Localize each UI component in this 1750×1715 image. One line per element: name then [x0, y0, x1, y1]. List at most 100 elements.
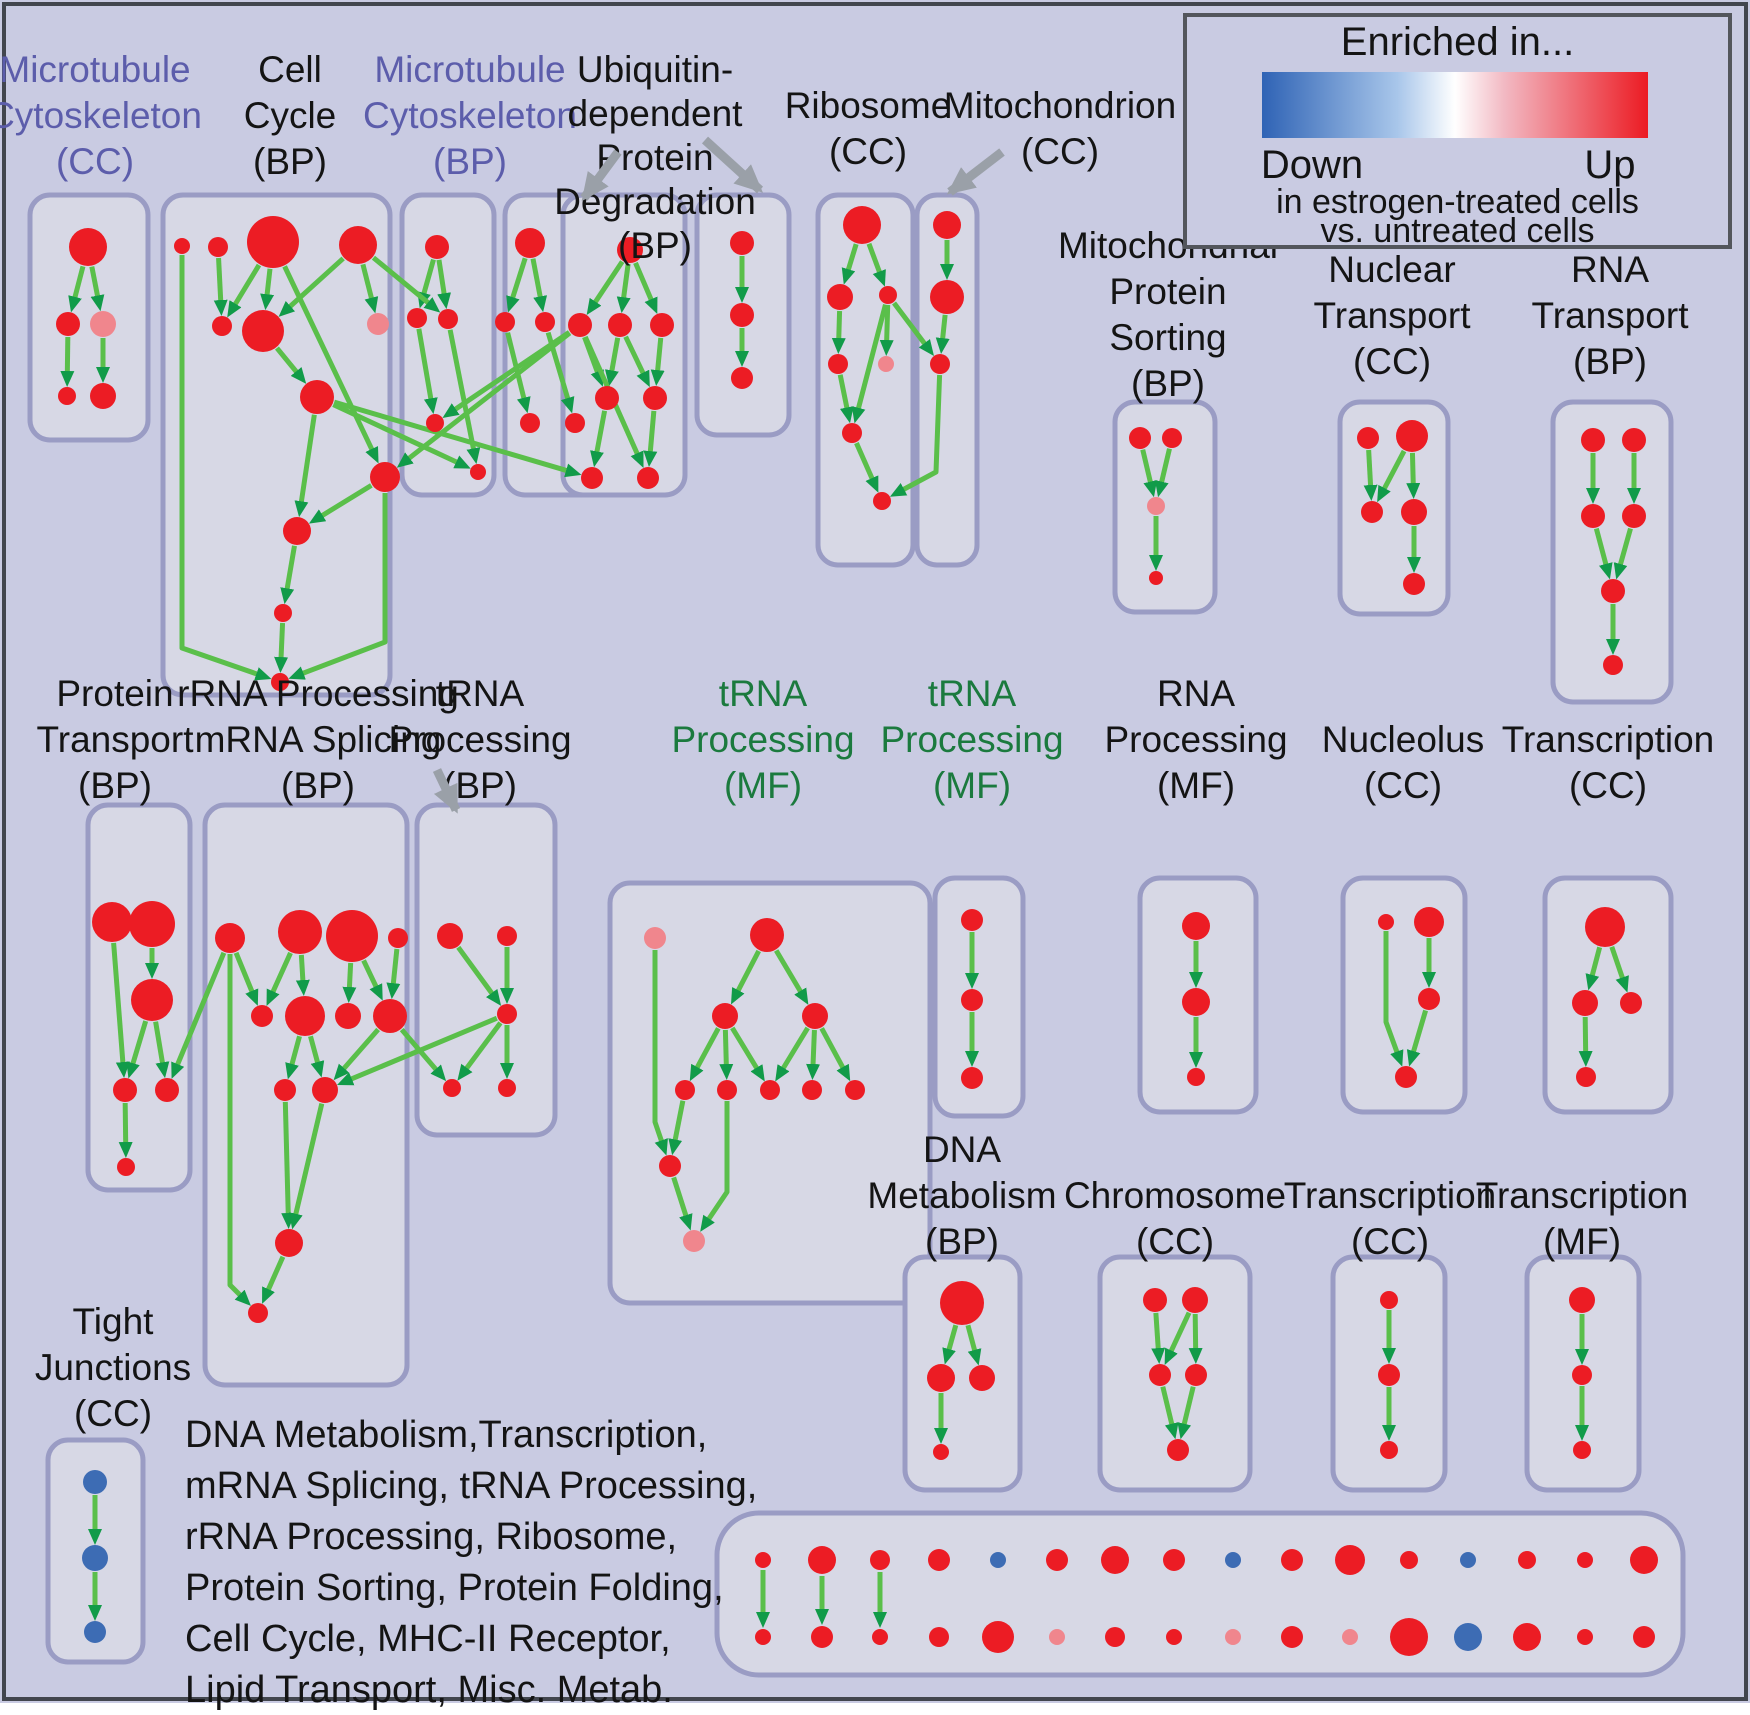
go-term-node [535, 312, 555, 332]
group-label-c1: (BP) [433, 141, 507, 182]
edge [60, 336, 75, 388]
go-term-node [808, 1546, 836, 1574]
go-term-node [1357, 427, 1379, 449]
go-term-node [515, 228, 545, 258]
group-label-dna: DNA [923, 1129, 1001, 1170]
group-label-tmf2: Processing [880, 719, 1063, 760]
edge [456, 945, 502, 1006]
edge [336, 1015, 498, 1086]
group-box-mps [1112, 399, 1218, 615]
go-term-node [1046, 1549, 1068, 1571]
go-term-node [1182, 1287, 1208, 1313]
go-term-node [581, 467, 603, 489]
go-term-node [1403, 573, 1425, 595]
go-term-node [497, 926, 517, 946]
go-term-node [425, 235, 449, 259]
go-term-node [1401, 499, 1427, 525]
group-box-mtcc [27, 192, 151, 443]
group-label-pt: Transport [37, 719, 195, 760]
edge [700, 1101, 730, 1232]
group-box-c1 [399, 192, 497, 498]
group-label-mtcc: (CC) [56, 141, 134, 182]
go-term-node [174, 238, 190, 254]
legend-title: Enriched in... [1341, 20, 1574, 64]
go-term-node [426, 414, 444, 432]
go-term-node [1414, 907, 1444, 937]
go-term-node [1182, 988, 1210, 1016]
go-term-node [873, 492, 891, 510]
go-term-node [1573, 1441, 1591, 1459]
edge [633, 261, 658, 314]
group-label-mtcc: Microtubule [0, 49, 191, 90]
go-term-node [1105, 1627, 1125, 1647]
go-term-node [497, 1004, 517, 1024]
go-term-node [274, 1079, 296, 1101]
edge [1151, 1312, 1166, 1365]
edge [1160, 1386, 1179, 1440]
edge [274, 622, 289, 674]
go-term-node [1622, 428, 1646, 452]
go-term-node [637, 467, 659, 489]
go-term-node [1167, 1439, 1189, 1461]
edge [1177, 1386, 1196, 1440]
group-label-rrna: mRNA Splicing [195, 719, 442, 760]
edge [671, 1176, 693, 1231]
group-label-tmf1: (MF) [724, 765, 802, 806]
group-label-d1: (BP) [618, 225, 692, 266]
go-term-node [568, 313, 592, 337]
group-label-rib: Ribosome [785, 85, 952, 126]
go-term-node [717, 1080, 737, 1100]
go-term-node [675, 1080, 695, 1100]
go-term-node [683, 1230, 705, 1252]
go-term-node [83, 1470, 107, 1494]
go-term-node [802, 1080, 822, 1100]
go-term-node [90, 311, 116, 337]
go-term-node [495, 312, 515, 332]
group-label-tcc3: (CC) [1351, 1221, 1429, 1262]
ubiquitin-right-pointer-arrow-icon [701, 136, 764, 194]
edge [1363, 449, 1378, 502]
go-term-node [608, 313, 632, 337]
go-term-node [843, 206, 881, 244]
go-term-node [1577, 1552, 1593, 1568]
edge [289, 1103, 325, 1230]
go-term-node [750, 918, 784, 952]
go-term-node [1601, 579, 1625, 603]
edge [616, 263, 631, 314]
edge [295, 954, 310, 997]
group-label-tmf1: tRNA [719, 673, 808, 714]
go-term-node [1400, 1551, 1418, 1569]
edge [650, 337, 665, 387]
go-term-node [730, 303, 754, 327]
go-term-node [879, 286, 897, 304]
group-box-nt [1337, 399, 1451, 617]
go-term-node [1281, 1626, 1303, 1648]
go-term-node [940, 1281, 984, 1325]
edge [590, 410, 608, 468]
edge [935, 314, 950, 355]
group-label-mps: (BP) [1131, 363, 1205, 404]
go-term-node [1101, 1546, 1129, 1574]
ubiquitin-left-pointer-arrow-icon [580, 149, 622, 202]
edge [333, 1027, 380, 1081]
category-list-text: Cell Cycle, MHC-II Receptor, [185, 1618, 671, 1660]
go-term-node [617, 237, 643, 263]
group-label-rib: (CC) [829, 131, 907, 172]
go-term-node [443, 1079, 461, 1097]
edge [233, 951, 259, 1006]
group-label-tcc3: Transcription [1284, 1175, 1496, 1216]
go-term-node [300, 380, 334, 414]
group-label-mito: Mitochondrion [944, 85, 1176, 126]
group-label-nt: Transport [1314, 295, 1472, 336]
group-label-mps: Protein [1109, 271, 1226, 312]
go-term-node [1633, 1626, 1655, 1648]
go-term-node [961, 909, 983, 931]
go-term-node [1576, 1067, 1596, 1087]
go-term-node [961, 989, 983, 1011]
group-box-dna [902, 1254, 1023, 1493]
go-term-node [712, 1003, 738, 1029]
edge [643, 410, 658, 468]
go-term-node [388, 928, 408, 948]
edge [285, 1035, 302, 1080]
go-term-node [58, 387, 76, 405]
